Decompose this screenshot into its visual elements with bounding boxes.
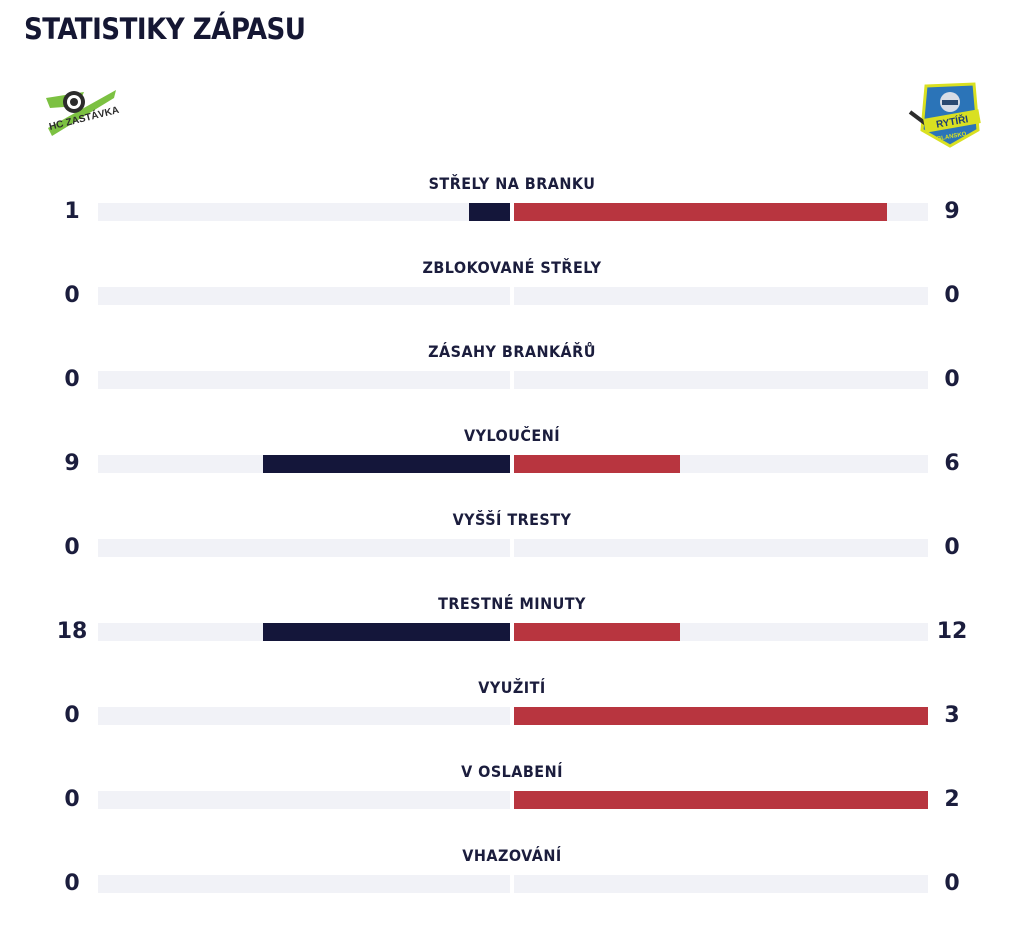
home-bar-track xyxy=(98,707,510,725)
home-bar-fill xyxy=(262,623,510,641)
away-value: 0 xyxy=(944,283,960,308)
away-bar-track xyxy=(514,791,928,809)
away-bar-track xyxy=(514,287,928,305)
stat-row: VYŠŠÍ TRESTY 0 0 xyxy=(0,510,1024,594)
away-bar-track xyxy=(514,371,928,389)
home-value: 1 xyxy=(64,199,80,224)
away-bar-track xyxy=(514,875,928,893)
home-bar-fill xyxy=(468,203,510,221)
away-value: 9 xyxy=(944,199,960,224)
rytiri-blansko-logo: RYTÍŘI BLANSKO xyxy=(908,82,981,148)
stat-label: VYLOUČENÍ xyxy=(463,426,561,445)
stat-row: V OSLABENÍ 0 2 xyxy=(0,762,1024,846)
home-bar-track xyxy=(98,539,510,557)
away-bar-fill xyxy=(514,455,680,473)
away-bar-track xyxy=(514,203,928,221)
home-bar-track xyxy=(98,455,510,473)
stat-row: VYUŽITÍ 0 3 xyxy=(0,678,1024,762)
home-value: 9 xyxy=(64,451,80,476)
home-value: 0 xyxy=(64,367,80,392)
home-bar-track xyxy=(98,287,510,305)
away-value: 0 xyxy=(944,367,960,392)
home-bar-track xyxy=(98,875,510,893)
stat-label: VYUŽITÍ xyxy=(478,678,546,697)
stat-row: VHAZOVÁNÍ 0 0 xyxy=(0,846,1024,930)
away-value: 12 xyxy=(936,619,968,644)
stat-label: TRESTNÉ MINUTY xyxy=(438,594,586,613)
svg-text:HC ZASTÁVKA: HC ZASTÁVKA xyxy=(48,103,120,133)
stat-row: ZBLOKOVANÉ STŘELY 0 0 xyxy=(0,258,1024,342)
away-bar-fill xyxy=(514,623,680,641)
away-bar-track xyxy=(514,455,928,473)
svg-text:BLANSKO: BLANSKO xyxy=(937,131,968,142)
home-value: 0 xyxy=(64,283,80,308)
stat-label: ZÁSAHY BRANKÁŘŮ xyxy=(428,342,596,361)
away-bar-track xyxy=(514,623,928,641)
home-bar-track xyxy=(98,791,510,809)
home-value: 18 xyxy=(56,619,88,644)
away-value: 2 xyxy=(944,787,960,812)
page-title: STATISTIKY ZÁPASU xyxy=(24,12,306,46)
stat-label: STŘELY NA BRANKU xyxy=(428,174,596,193)
home-bar-track xyxy=(98,371,510,389)
home-value: 0 xyxy=(64,703,80,728)
away-bar-track xyxy=(514,539,928,557)
home-value: 0 xyxy=(64,871,80,896)
stat-label: ZBLOKOVANÉ STŘELY xyxy=(422,258,602,277)
home-value: 0 xyxy=(64,787,80,812)
hc-zastavka-logo: HC ZASTÁVKA xyxy=(46,90,120,136)
home-bar-track xyxy=(98,203,510,221)
stat-row: ZÁSAHY BRANKÁŘŮ 0 0 xyxy=(0,342,1024,426)
stat-row: VYLOUČENÍ 9 6 xyxy=(0,426,1024,510)
away-bar-fill xyxy=(514,203,887,221)
away-value: 0 xyxy=(944,535,960,560)
stat-row: TRESTNÉ MINUTY 18 12 xyxy=(0,594,1024,678)
away-bar-track xyxy=(514,707,928,725)
away-bar-fill xyxy=(514,707,928,725)
stat-label: V OSLABENÍ xyxy=(461,762,563,781)
home-bar-track xyxy=(98,623,510,641)
away-value: 0 xyxy=(944,871,960,896)
home-bar-fill xyxy=(262,455,510,473)
stat-row: STŘELY NA BRANKU 1 9 xyxy=(0,174,1024,258)
home-value: 0 xyxy=(64,535,80,560)
away-value: 3 xyxy=(944,703,960,728)
away-value: 6 xyxy=(944,451,960,476)
stat-label: VHAZOVÁNÍ xyxy=(462,846,562,865)
stat-label: VYŠŠÍ TRESTY xyxy=(452,510,572,529)
away-bar-fill xyxy=(514,791,928,809)
